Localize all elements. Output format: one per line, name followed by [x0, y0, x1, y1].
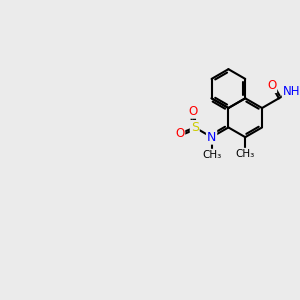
Text: CH₃: CH₃	[202, 150, 221, 160]
Text: O: O	[175, 127, 184, 140]
Text: O: O	[267, 79, 276, 92]
Text: N: N	[207, 130, 216, 144]
Text: CH₃: CH₃	[236, 149, 255, 159]
Text: S: S	[191, 121, 199, 134]
Text: NH: NH	[283, 85, 300, 98]
Text: O: O	[188, 105, 197, 118]
